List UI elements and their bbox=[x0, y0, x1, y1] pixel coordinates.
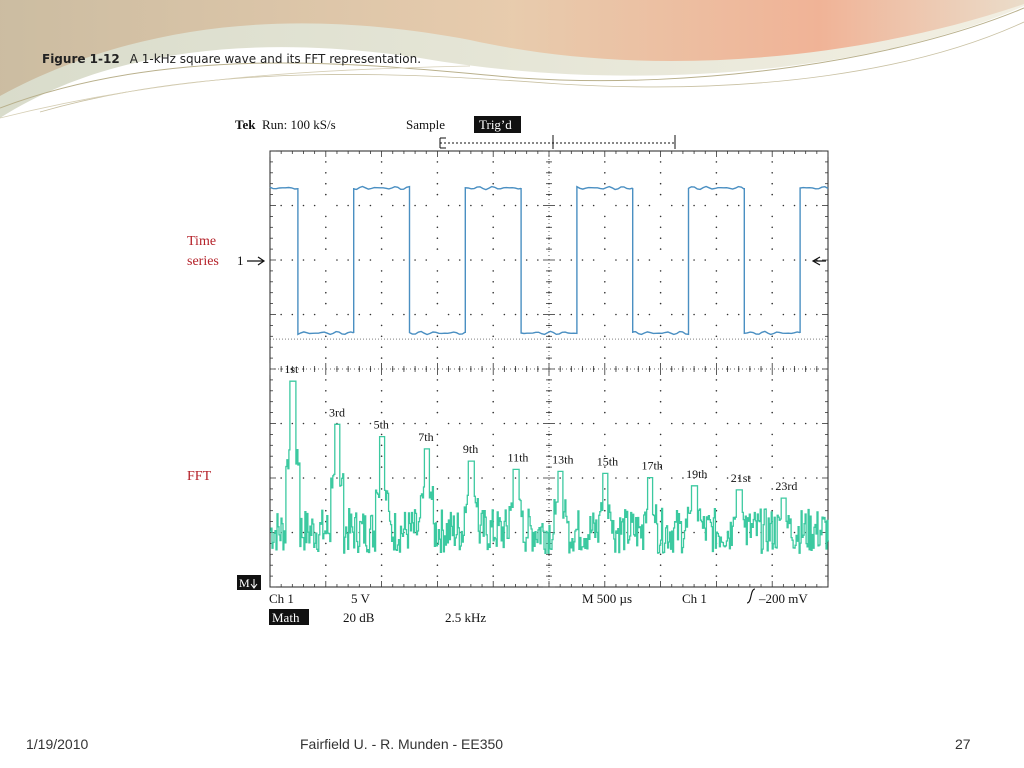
harmonic-label-17th: 17th bbox=[641, 459, 662, 473]
scope-brand: Tek bbox=[235, 117, 256, 132]
trig-status-label: Trig’d bbox=[479, 117, 512, 132]
readout-math: Math bbox=[272, 610, 300, 625]
time-series-label-line2: series bbox=[187, 254, 219, 269]
readout-trig-source: Ch 1 bbox=[682, 591, 707, 606]
figure-number: Figure 1-12 bbox=[42, 52, 120, 66]
figure-caption: Figure 1-12 A 1-kHz square wave and its F… bbox=[42, 52, 421, 66]
harmonic-label-1st: 1st bbox=[284, 362, 299, 376]
math-marker: M bbox=[239, 576, 250, 590]
time-series-label-line1: Time bbox=[187, 234, 216, 249]
harmonic-label-11th: 11th bbox=[508, 450, 529, 464]
fft-trace bbox=[270, 380, 829, 555]
header-swoosh-decoration bbox=[0, 0, 1024, 119]
readout-trig-level: –200 mV bbox=[758, 591, 808, 606]
harmonic-label-19th: 19th bbox=[686, 467, 707, 481]
ch1-marker: 1 bbox=[237, 253, 244, 268]
harmonic-label-15th: 15th bbox=[597, 454, 618, 468]
harmonic-label-3rd: 3rd bbox=[329, 405, 345, 419]
harmonic-label-23rd: 23rd bbox=[775, 479, 797, 493]
record-bracket bbox=[439, 135, 676, 149]
footer-date: 1/19/2010 bbox=[26, 736, 89, 752]
readout-timebase: M 500 µs bbox=[582, 591, 632, 606]
ch1-level-arrow-icon bbox=[247, 256, 266, 266]
trig-status-box bbox=[474, 116, 521, 133]
scope-run-rate: Run: 100 kS/s bbox=[262, 117, 336, 132]
readout-ch1-scale: 5 V bbox=[351, 591, 371, 606]
readout-math-scale: 20 dB bbox=[343, 610, 375, 625]
harmonic-label-5th: 5th bbox=[374, 418, 389, 432]
readout-math-freq: 2.5 kHz bbox=[445, 610, 486, 625]
harmonic-label-13th: 13th bbox=[552, 452, 573, 466]
harmonic-label-7th: 7th bbox=[418, 430, 433, 444]
oscilloscope-screen: Tek Run: 100 kS/s Sample Trig’d Time ser… bbox=[187, 116, 829, 625]
harmonic-labels: 1st 3rd 5th 7th 9th 11th 13th 15th 17th 19th 21st 2… bbox=[284, 362, 797, 493]
trigger-level-arrow-icon bbox=[811, 256, 826, 266]
oscilloscope-figure: Tek Run: 100 kS/s Sample Trig’d Time ser… bbox=[175, 103, 843, 639]
math-marker-arrow-icon bbox=[250, 579, 258, 589]
trigger-slope-icon bbox=[746, 588, 756, 604]
fft-label: FFT bbox=[187, 469, 212, 484]
time-series-trace bbox=[269, 185, 829, 336]
footer-title: Fairfield U. - R. Munden - EE350 bbox=[300, 736, 504, 752]
harmonic-label-21st: 21st bbox=[731, 471, 752, 485]
figure-caption-text: A 1-kHz square wave and its FFT represen… bbox=[129, 52, 422, 66]
page-number: 27 bbox=[955, 736, 971, 752]
scope-acq-mode: Sample bbox=[406, 117, 445, 132]
harmonic-label-9th: 9th bbox=[463, 442, 478, 456]
readout-ch1: Ch 1 bbox=[269, 591, 294, 606]
math-readout-box bbox=[269, 609, 309, 625]
